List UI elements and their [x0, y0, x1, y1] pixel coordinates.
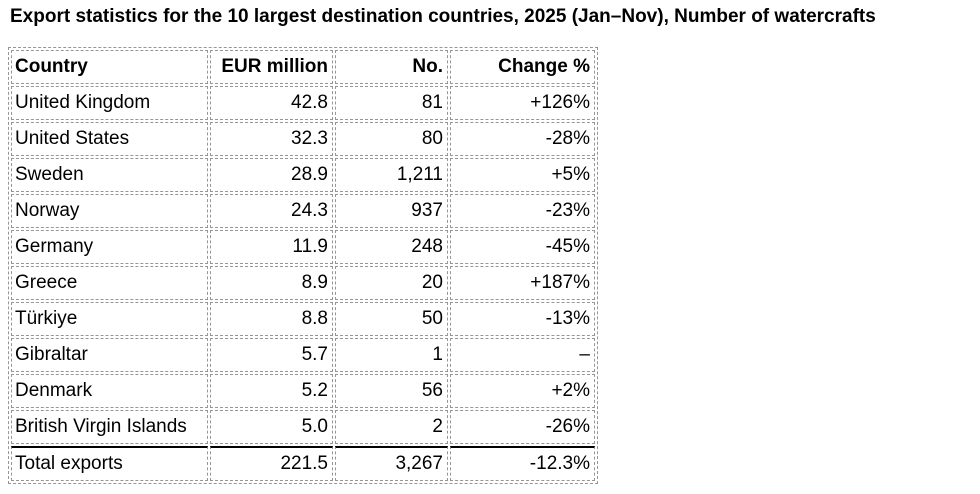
cell-country: Greece — [11, 266, 208, 300]
column-header-change-percent: Change % — [450, 50, 595, 84]
cell-change: -12.3% — [450, 446, 595, 481]
cell-change: +126% — [450, 86, 595, 120]
total-row: Total exports 221.5 3,267 -12.3% — [11, 446, 595, 481]
column-header-number: No. — [335, 50, 448, 84]
cell-eur_million: 11.9 — [210, 230, 333, 264]
cell-number: 1,211 — [335, 158, 448, 192]
cell-eur_million: 28.9 — [210, 158, 333, 192]
cell-eur_million: 8.9 — [210, 266, 333, 300]
page-title: Export statistics for the 10 largest des… — [10, 6, 876, 27]
cell-number: 3,267 — [335, 446, 448, 481]
cell-number: 80 — [335, 122, 448, 156]
cell-change: -23% — [450, 194, 595, 228]
cell-country: United States — [11, 122, 208, 156]
cell-eur_million: 32.3 — [210, 122, 333, 156]
cell-change: +187% — [450, 266, 595, 300]
cell-country: Norway — [11, 194, 208, 228]
cell-number: 20 — [335, 266, 448, 300]
table-body: United Kingdom 42.8 81 +126% United States 32… — [11, 86, 595, 481]
cell-number: 56 — [335, 374, 448, 408]
cell-number: 1 — [335, 338, 448, 372]
cell-change: -28% — [450, 122, 595, 156]
cell-eur_million: 5.0 — [210, 410, 333, 444]
table-row: Germany 11.9 248 -45% — [11, 230, 595, 264]
cell-eur_million: 5.7 — [210, 338, 333, 372]
cell-country: Gibraltar — [11, 338, 208, 372]
cell-country: Denmark — [11, 374, 208, 408]
cell-number: 937 — [335, 194, 448, 228]
cell-change: – — [450, 338, 595, 372]
export-statistics-table: Country EUR million No. Change % United … — [8, 47, 598, 484]
cell-change: -26% — [450, 410, 595, 444]
cell-number: 2 — [335, 410, 448, 444]
cell-number: 50 — [335, 302, 448, 336]
cell-change: -45% — [450, 230, 595, 264]
table-row: Sweden 28.9 1,211 +5% — [11, 158, 595, 192]
cell-change: +5% — [450, 158, 595, 192]
column-header-country: Country — [11, 50, 208, 84]
cell-eur_million: 5.2 — [210, 374, 333, 408]
table-row: Türkiye 8.8 50 -13% — [11, 302, 595, 336]
cell-country: Sweden — [11, 158, 208, 192]
cell-eur_million: 221.5 — [210, 446, 333, 481]
cell-country: British Virgin Islands — [11, 410, 208, 444]
table-header-row: Country EUR million No. Change % — [11, 50, 595, 84]
table-row: Denmark 5.2 56 +2% — [11, 374, 595, 408]
cell-eur_million: 8.8 — [210, 302, 333, 336]
cell-number: 248 — [335, 230, 448, 264]
table-row: United Kingdom 42.8 81 +126% — [11, 86, 595, 120]
table-row: Greece 8.9 20 +187% — [11, 266, 595, 300]
column-header-eur-million: EUR million — [210, 50, 333, 84]
table-row: Norway 24.3 937 -23% — [11, 194, 595, 228]
cell-number: 81 — [335, 86, 448, 120]
cell-country: Germany — [11, 230, 208, 264]
cell-eur_million: 24.3 — [210, 194, 333, 228]
cell-country: Total exports — [11, 446, 208, 481]
cell-change: +2% — [450, 374, 595, 408]
table-row: United States 32.3 80 -28% — [11, 122, 595, 156]
cell-change: -13% — [450, 302, 595, 336]
cell-country: Türkiye — [11, 302, 208, 336]
table-row: British Virgin Islands 5.0 2 -26% — [11, 410, 595, 444]
table-row: Gibraltar 5.7 1– — [11, 338, 595, 372]
cell-eur_million: 42.8 — [210, 86, 333, 120]
cell-country: United Kingdom — [11, 86, 208, 120]
